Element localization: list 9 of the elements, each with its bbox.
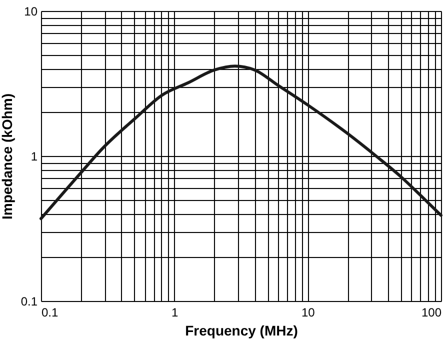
y-tick-label: 10: [24, 4, 38, 18]
x-tick-label: 100: [421, 306, 442, 320]
x-tick-label: 1: [171, 306, 178, 320]
x-tick-label: 10: [301, 306, 316, 320]
y-axis-title: Impedance (kOhm): [0, 93, 15, 220]
x-axis-title: Frequency (MHz): [185, 322, 298, 338]
x-tick-label: 0.1: [42, 306, 59, 320]
y-tick-label: 0.1: [20, 294, 38, 308]
y-tick-label: 1: [30, 150, 38, 164]
